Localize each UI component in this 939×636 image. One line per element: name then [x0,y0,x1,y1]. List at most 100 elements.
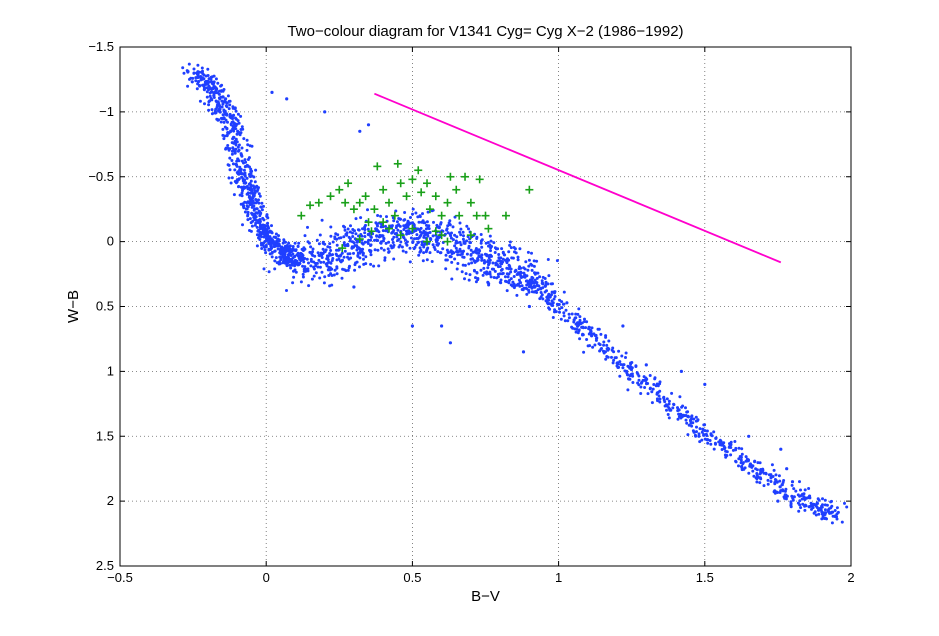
blue-data-point [551,316,555,319]
blue-data-point [303,234,307,238]
blue-data-point [239,202,243,206]
green-cross-point [443,198,452,207]
blue-data-point [625,373,629,377]
blue-data-point [405,225,409,229]
blue-data-point [418,234,422,238]
blue-data-point [231,127,235,131]
blue-data-point [529,279,533,283]
blue-data-point [307,284,311,288]
blue-data-point [376,224,379,228]
blue-data-point [419,248,423,252]
blue-data-point [487,254,491,257]
blue-data-point [379,241,383,245]
blue-data-point [666,413,670,416]
blue-data-point [532,264,536,268]
blue-data-point [776,491,780,494]
blue-data-point [835,506,839,510]
blue-data-point [251,219,255,223]
blue-data-point [227,176,231,180]
blue-data-point [317,242,321,246]
blue-data-point [650,401,654,405]
blue-data-point [256,188,260,192]
blue-data-point [340,258,344,262]
blue-data-point [276,247,280,251]
blue-data-point [720,448,724,451]
blue-data-point [315,238,319,242]
blue-data-point [556,303,560,307]
blue-data-point [489,275,493,279]
blue-data-point [825,503,829,507]
blue-data-point [578,318,582,322]
blue-data-point [358,249,362,253]
blue-data-point [798,499,802,503]
blue-data-point [250,169,254,173]
blue-data-point [226,94,230,98]
blue-data-point [207,77,211,81]
blue-data-point [473,269,476,273]
blue-data-point [231,105,235,109]
blue-data-point [783,489,787,493]
blue-data-point [697,432,701,436]
green-cross-point [385,224,394,233]
blue-data-point [227,107,231,111]
blue-data-point [621,324,625,328]
blue-data-point [225,112,228,116]
blue-data-point [587,332,591,336]
blue-data-point [684,406,687,410]
blue-data-point [458,221,462,225]
blue-data-point [501,257,505,261]
blue-data-point [729,440,733,444]
blue-data-point [462,255,466,259]
green-cross-point [437,211,446,220]
blue-data-point [295,262,298,266]
blue-data-point [801,492,804,496]
blue-data-point [409,236,413,240]
blue-data-point [774,473,778,477]
blue-data-point [624,351,628,355]
blue-data-point [293,264,297,268]
blue-data-point [258,221,262,225]
blue-data-point [817,512,821,516]
blue-data-point [295,259,299,263]
blue-data-point [518,280,522,284]
blue-data-point [547,298,551,302]
blue-data-point [405,243,409,247]
blue-data-point [272,241,276,245]
blue-data-point [384,241,388,245]
blue-data-point [631,374,635,378]
blue-data-point [421,212,424,216]
blue-data-point [352,241,356,245]
blue-data-point [815,501,819,505]
blue-data-point [309,257,313,261]
blue-data-point [182,71,186,75]
blue-data-point [241,127,245,131]
blue-data-point [344,232,348,236]
blue-data-point [516,258,520,262]
blue-data-point [808,494,812,498]
blue-data-point [323,242,327,246]
blue-data-point [483,260,487,264]
green-cross-point [437,231,446,240]
blue-data-point [378,233,382,237]
green-cross-point [402,192,411,201]
blue-data-point [534,289,538,293]
blue-data-point [406,219,410,223]
blue-data-point [250,203,254,206]
blue-data-point [636,381,640,385]
blue-data-point [381,234,385,238]
blue-data-point [366,227,370,231]
blue-data-point [283,244,287,248]
blue-data-point [563,319,567,323]
blue-data-point [261,223,265,227]
blue-data-point [261,228,265,231]
blue-data-point [298,262,302,266]
blue-data-point [687,415,690,419]
magenta-line [374,92,782,264]
blue-data-point [246,200,250,204]
blue-data-point [489,246,493,250]
blue-data-point [667,399,671,403]
blue-data-point [501,250,505,254]
blue-data-point [843,501,846,505]
blue-data-point [348,237,352,241]
blue-data-point [238,168,242,172]
